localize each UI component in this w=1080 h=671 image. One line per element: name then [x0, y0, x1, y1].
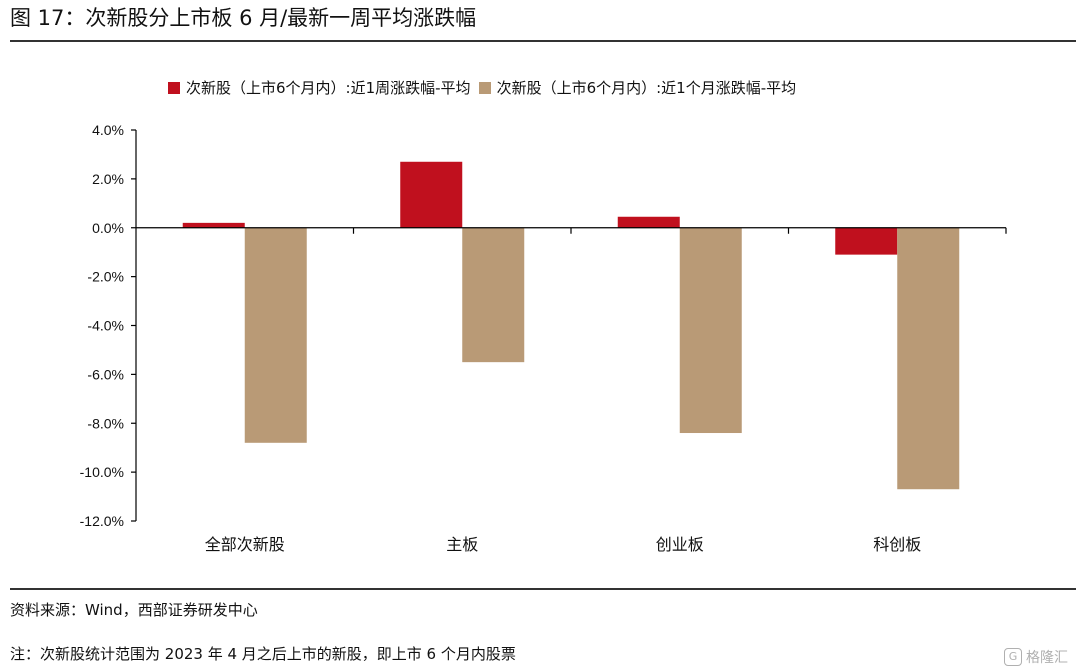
bar-monthly — [679, 227, 742, 434]
footnote: 注：次新股统计范围为 2023 年 4 月之后上市的新股，即上市 6 个月内股票 — [10, 645, 516, 663]
x-tick-label: 全部次新股 — [205, 535, 285, 554]
legend-item-monthly: 次新股（上市6个月内）:近1个月涨跌幅-平均 — [478, 78, 797, 98]
y-tick-label: -12.0% — [80, 513, 124, 529]
legend-swatch-weekly — [168, 82, 180, 94]
legend-item-weekly: 次新股（上市6个月内）:近1周涨跌幅-平均 — [168, 78, 471, 98]
source-note: 资料来源：Wind，西部证券研发中心 — [10, 601, 258, 619]
chart-legend: 次新股（上市6个月内）:近1周涨跌幅-平均 次新股（上市6个月内）:近1个月涨跌… — [168, 78, 804, 98]
watermark-logo-icon: G — [1004, 648, 1022, 666]
y-tick-label: 2.0% — [92, 171, 124, 187]
legend-label-monthly: 次新股（上市6个月内）:近1个月涨跌幅-平均 — [496, 79, 797, 97]
y-tick-label: -4.0% — [87, 318, 124, 334]
bar-monthly — [244, 227, 307, 443]
bottom-divider — [10, 588, 1076, 590]
legend-swatch-monthly — [478, 82, 491, 94]
watermark-text: 格隆汇 — [1026, 650, 1068, 666]
bar-monthly — [462, 227, 525, 363]
top-divider — [10, 40, 1076, 42]
x-tick-label: 创业板 — [656, 535, 704, 554]
y-tick-label: 4.0% — [92, 122, 124, 138]
bar-chart: 4.0% 2.0% 0.0% -2.0% -4.0% -6.0% -8.0% -10.0% -1… — [80, 122, 1007, 554]
legend-label-weekly: 次新股（上市6个月内）:近1周涨跌幅-平均 — [186, 79, 471, 97]
y-tick-label: -8.0% — [87, 415, 124, 431]
y-tick-label: -6.0% — [87, 366, 124, 382]
x-tick-label: 主板 — [446, 535, 478, 554]
bar-weekly — [617, 216, 680, 228]
figure-title: 图 17：次新股分上市板 6 月/最新一周平均涨跌幅 — [10, 6, 477, 30]
y-tick-label: -2.0% — [87, 269, 124, 285]
bar-monthly — [897, 227, 960, 490]
y-tick-label: -10.0% — [80, 464, 124, 480]
y-tick-label: 0.0% — [92, 220, 124, 236]
bar-weekly — [835, 227, 898, 255]
bar-weekly — [400, 161, 463, 228]
x-tick-label: 科创板 — [873, 535, 921, 554]
watermark: G 格隆汇 — [1004, 647, 1068, 667]
bar-weekly — [182, 222, 245, 228]
